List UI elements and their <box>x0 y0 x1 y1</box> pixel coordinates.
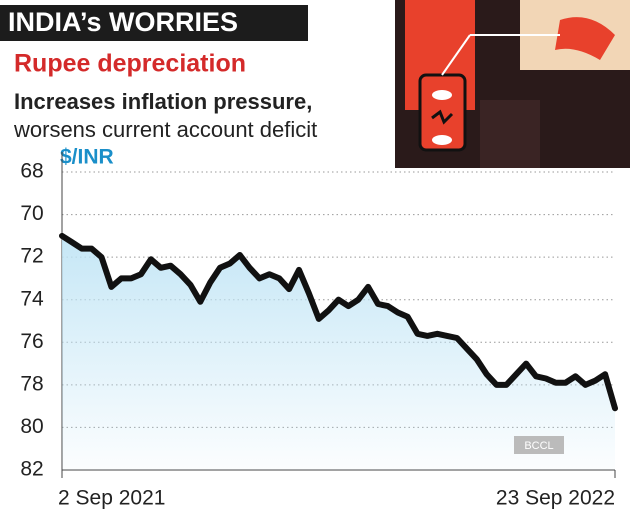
y-axis-label: $/INR <box>60 146 114 169</box>
area-fill <box>62 235 615 470</box>
plot: 68 70 72 74 76 78 80 82 2 Sep 2021 23 Sep 2022 <box>20 152 618 510</box>
headline: worsens current account deficit <box>13 117 317 142</box>
watermark: BCCL <box>524 440 553 452</box>
x-tick-label: 2 Sep 2021 <box>58 487 165 510</box>
y-tick-label: 76 <box>20 330 43 353</box>
x-tick-label: 23 Sep 2022 <box>496 487 615 510</box>
y-tick-label: 68 <box>20 160 43 183</box>
watermark-box <box>514 436 564 454</box>
y-tick-label: 80 <box>20 415 43 438</box>
chart-title: INDIA’s WORRIES <box>8 7 238 37</box>
y-tick-label: 78 <box>20 372 43 395</box>
illustration <box>395 0 630 168</box>
y-tick-label: 70 <box>20 202 43 225</box>
headline: Increases inflation pressure, <box>14 89 312 114</box>
y-tick-label: 72 <box>20 245 43 268</box>
y-tick-label: 74 <box>20 287 44 310</box>
title-box <box>0 5 308 41</box>
y-tick-label: 82 <box>20 458 43 481</box>
line <box>59 232 618 412</box>
subtitle: Rupee depreciation <box>14 50 246 78</box>
